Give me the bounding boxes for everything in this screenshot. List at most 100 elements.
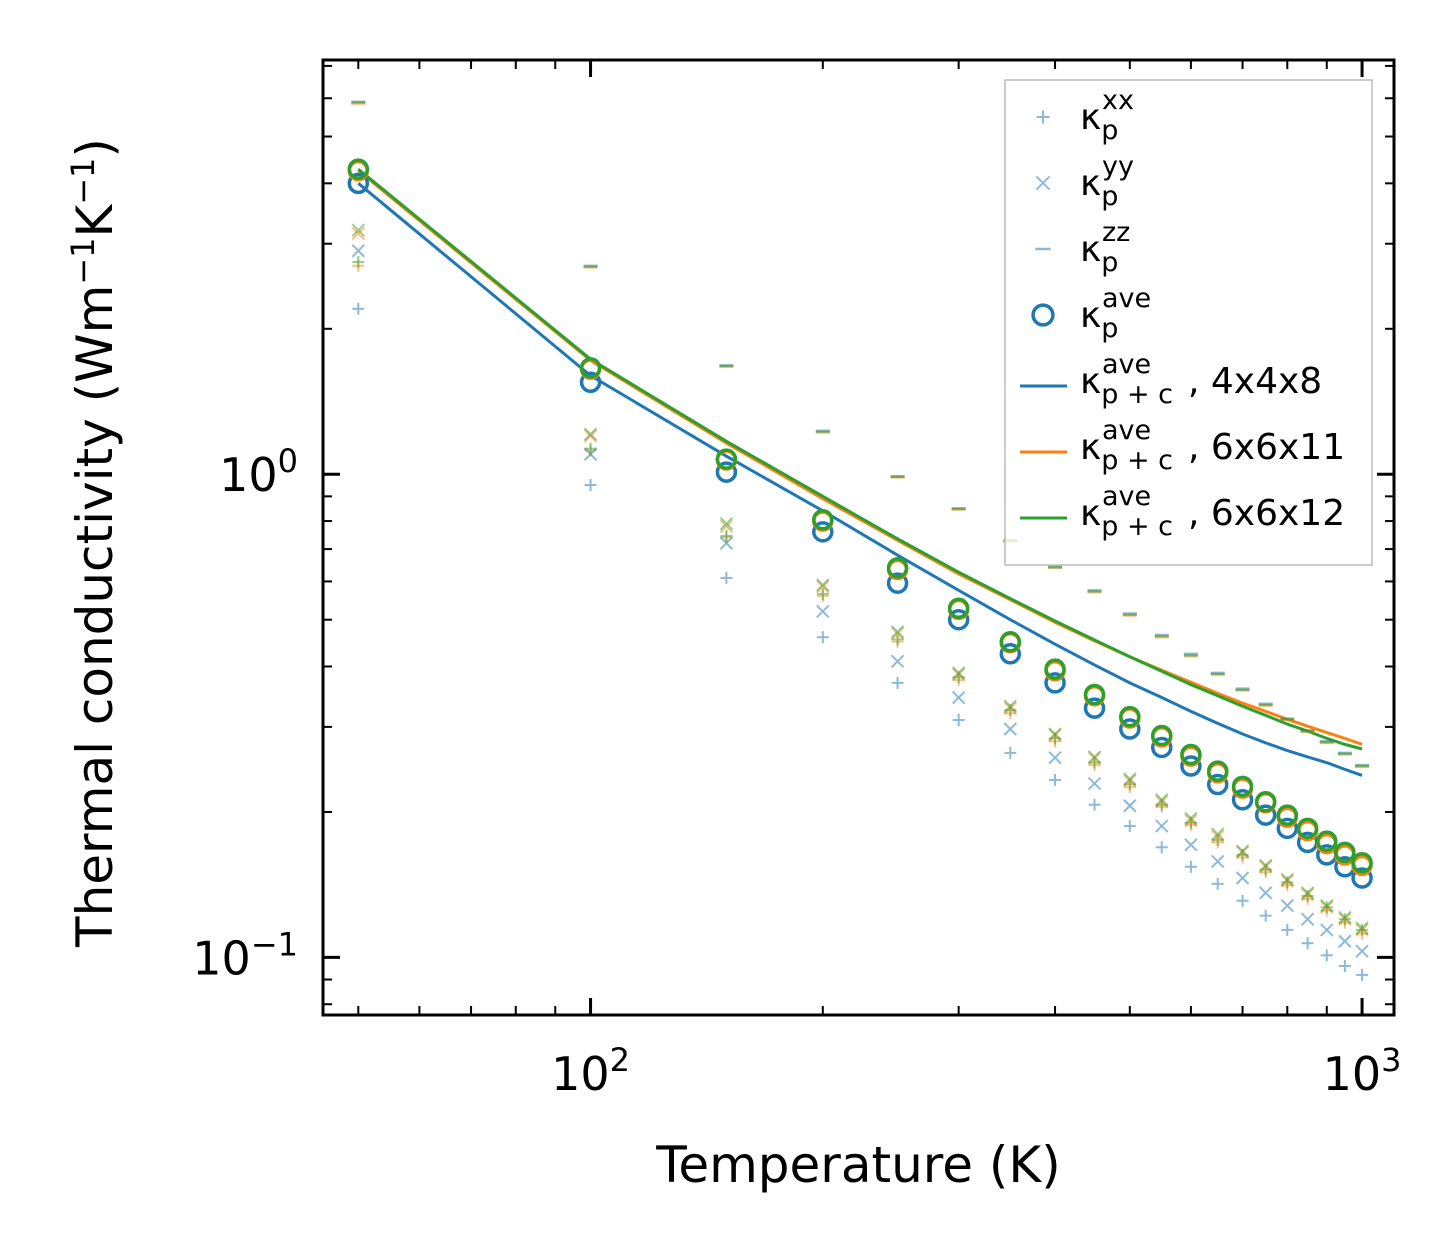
data-point-cross <box>816 604 830 619</box>
data-point-cross <box>1258 886 1273 900</box>
major-ticks <box>323 60 1394 1015</box>
data-point-cross <box>1355 921 1369 935</box>
data-point-circle <box>1083 683 1106 706</box>
data-point-cross <box>1087 751 1102 766</box>
data-point-cross <box>1235 844 1250 858</box>
data-point-cross <box>1320 923 1334 937</box>
data-point-circle <box>1351 867 1373 889</box>
data-point-plus <box>584 479 597 492</box>
y-tick-label: 100 <box>219 442 298 502</box>
data-point-cross <box>1258 858 1273 873</box>
data-point-circle <box>812 521 834 543</box>
data-point-circle <box>1206 773 1229 796</box>
data-point-cross <box>1155 793 1169 807</box>
data-point-cross <box>1320 900 1334 914</box>
data-point-cross <box>1280 872 1295 887</box>
data-point-cross <box>1087 750 1102 764</box>
data-point-plus <box>1088 798 1101 811</box>
x-tick-label: 102 <box>551 1041 630 1101</box>
series-line <box>357 182 1363 777</box>
data-point-plus <box>1211 877 1224 890</box>
data-point-cross <box>1235 871 1250 885</box>
data-point-circle <box>1276 804 1299 826</box>
data-point-cross <box>1320 898 1334 913</box>
data-point-cross <box>1123 799 1137 813</box>
data-point-circle <box>1044 658 1066 680</box>
data-point-circle <box>1206 760 1229 782</box>
data-point-cross <box>890 654 905 669</box>
legend-entry: κp + cave, 4x4x8 <box>1020 349 1322 410</box>
data-point-plus <box>816 631 829 644</box>
data-point-plus <box>584 442 597 455</box>
data-point-circle <box>579 371 602 394</box>
data-point-cross <box>719 536 734 550</box>
data-point-circle <box>1254 790 1277 813</box>
data-point-cross <box>1123 772 1137 786</box>
legend-label: κpave <box>1080 283 1151 344</box>
data-point-cross <box>1211 829 1225 844</box>
data-point-cross <box>1048 751 1062 765</box>
data-point-cross <box>1123 774 1137 788</box>
data-point-cross <box>1087 776 1102 791</box>
data-point-circle <box>1151 736 1173 759</box>
legend-label: κpyy <box>1080 151 1134 212</box>
data-point-plus <box>1236 894 1249 907</box>
data-point-circle <box>715 461 738 483</box>
data-point-circle <box>1296 817 1319 840</box>
data-point-circle <box>1180 743 1202 766</box>
data-point-plus <box>1281 923 1294 936</box>
data-point-plus <box>1301 937 1314 950</box>
data-point-circle <box>347 158 370 180</box>
data-point-circle <box>1254 804 1277 826</box>
data-point-cross <box>583 429 598 443</box>
data-point-cross <box>890 626 905 641</box>
data-point-cross <box>1338 910 1352 925</box>
legend-entry: κpzz <box>1035 217 1130 278</box>
data-point-circle <box>1351 852 1373 874</box>
data-point-circle <box>999 631 1022 653</box>
data-point-circle <box>579 357 602 379</box>
data-point-circle <box>999 643 1022 665</box>
data-point-circle <box>715 448 738 470</box>
data-point-plus <box>1320 949 1333 962</box>
data-point-circle <box>347 172 370 195</box>
legend-entry: κp + cave, 6x6x11 <box>1020 415 1345 476</box>
data-point-cross <box>351 226 366 241</box>
data-point-circle <box>1031 303 1055 327</box>
data-point-cross <box>951 690 966 705</box>
data-point-plus <box>1049 773 1062 786</box>
data-point-plus <box>952 713 965 726</box>
legend-label: κp + cave, 6x6x11 <box>1080 415 1345 476</box>
data-point-cross <box>719 519 734 534</box>
data-point-circle <box>1083 697 1106 719</box>
data-point-cross <box>1300 886 1315 900</box>
data-point-cross <box>351 223 366 237</box>
y-tick-label: 10−1 <box>192 925 298 985</box>
data-point-circle <box>1119 718 1141 740</box>
legend-entry: κp + cave, 6x6x12 <box>1020 481 1345 542</box>
data-point-circle <box>812 509 834 531</box>
data-point-cross <box>1184 811 1198 826</box>
data-point-plus <box>1356 968 1369 981</box>
data-point-plus <box>1338 959 1351 972</box>
plot-area <box>347 100 1373 981</box>
data-point-cross <box>1035 175 1051 191</box>
data-point-cross <box>1003 722 1018 736</box>
data-point-circle <box>1119 705 1141 728</box>
legend-entry: κpyy <box>1035 151 1134 212</box>
data-point-circle <box>1316 830 1338 852</box>
x-axis-label: Temperature (K) <box>655 1136 1060 1194</box>
data-point-cross <box>951 666 966 680</box>
data-point-plus <box>720 571 733 584</box>
data-point-plus <box>352 255 365 268</box>
data-point-plus <box>1155 841 1168 854</box>
data-point-plus <box>1004 746 1017 759</box>
data-point-cross <box>351 244 366 258</box>
legend-box <box>1004 79 1373 566</box>
data-point-circle <box>1231 788 1254 811</box>
data-point-cross <box>1300 912 1315 926</box>
data-point-cross <box>1338 934 1352 948</box>
plot-frame <box>321 58 1396 1017</box>
legend-label: κpzz <box>1080 217 1130 278</box>
